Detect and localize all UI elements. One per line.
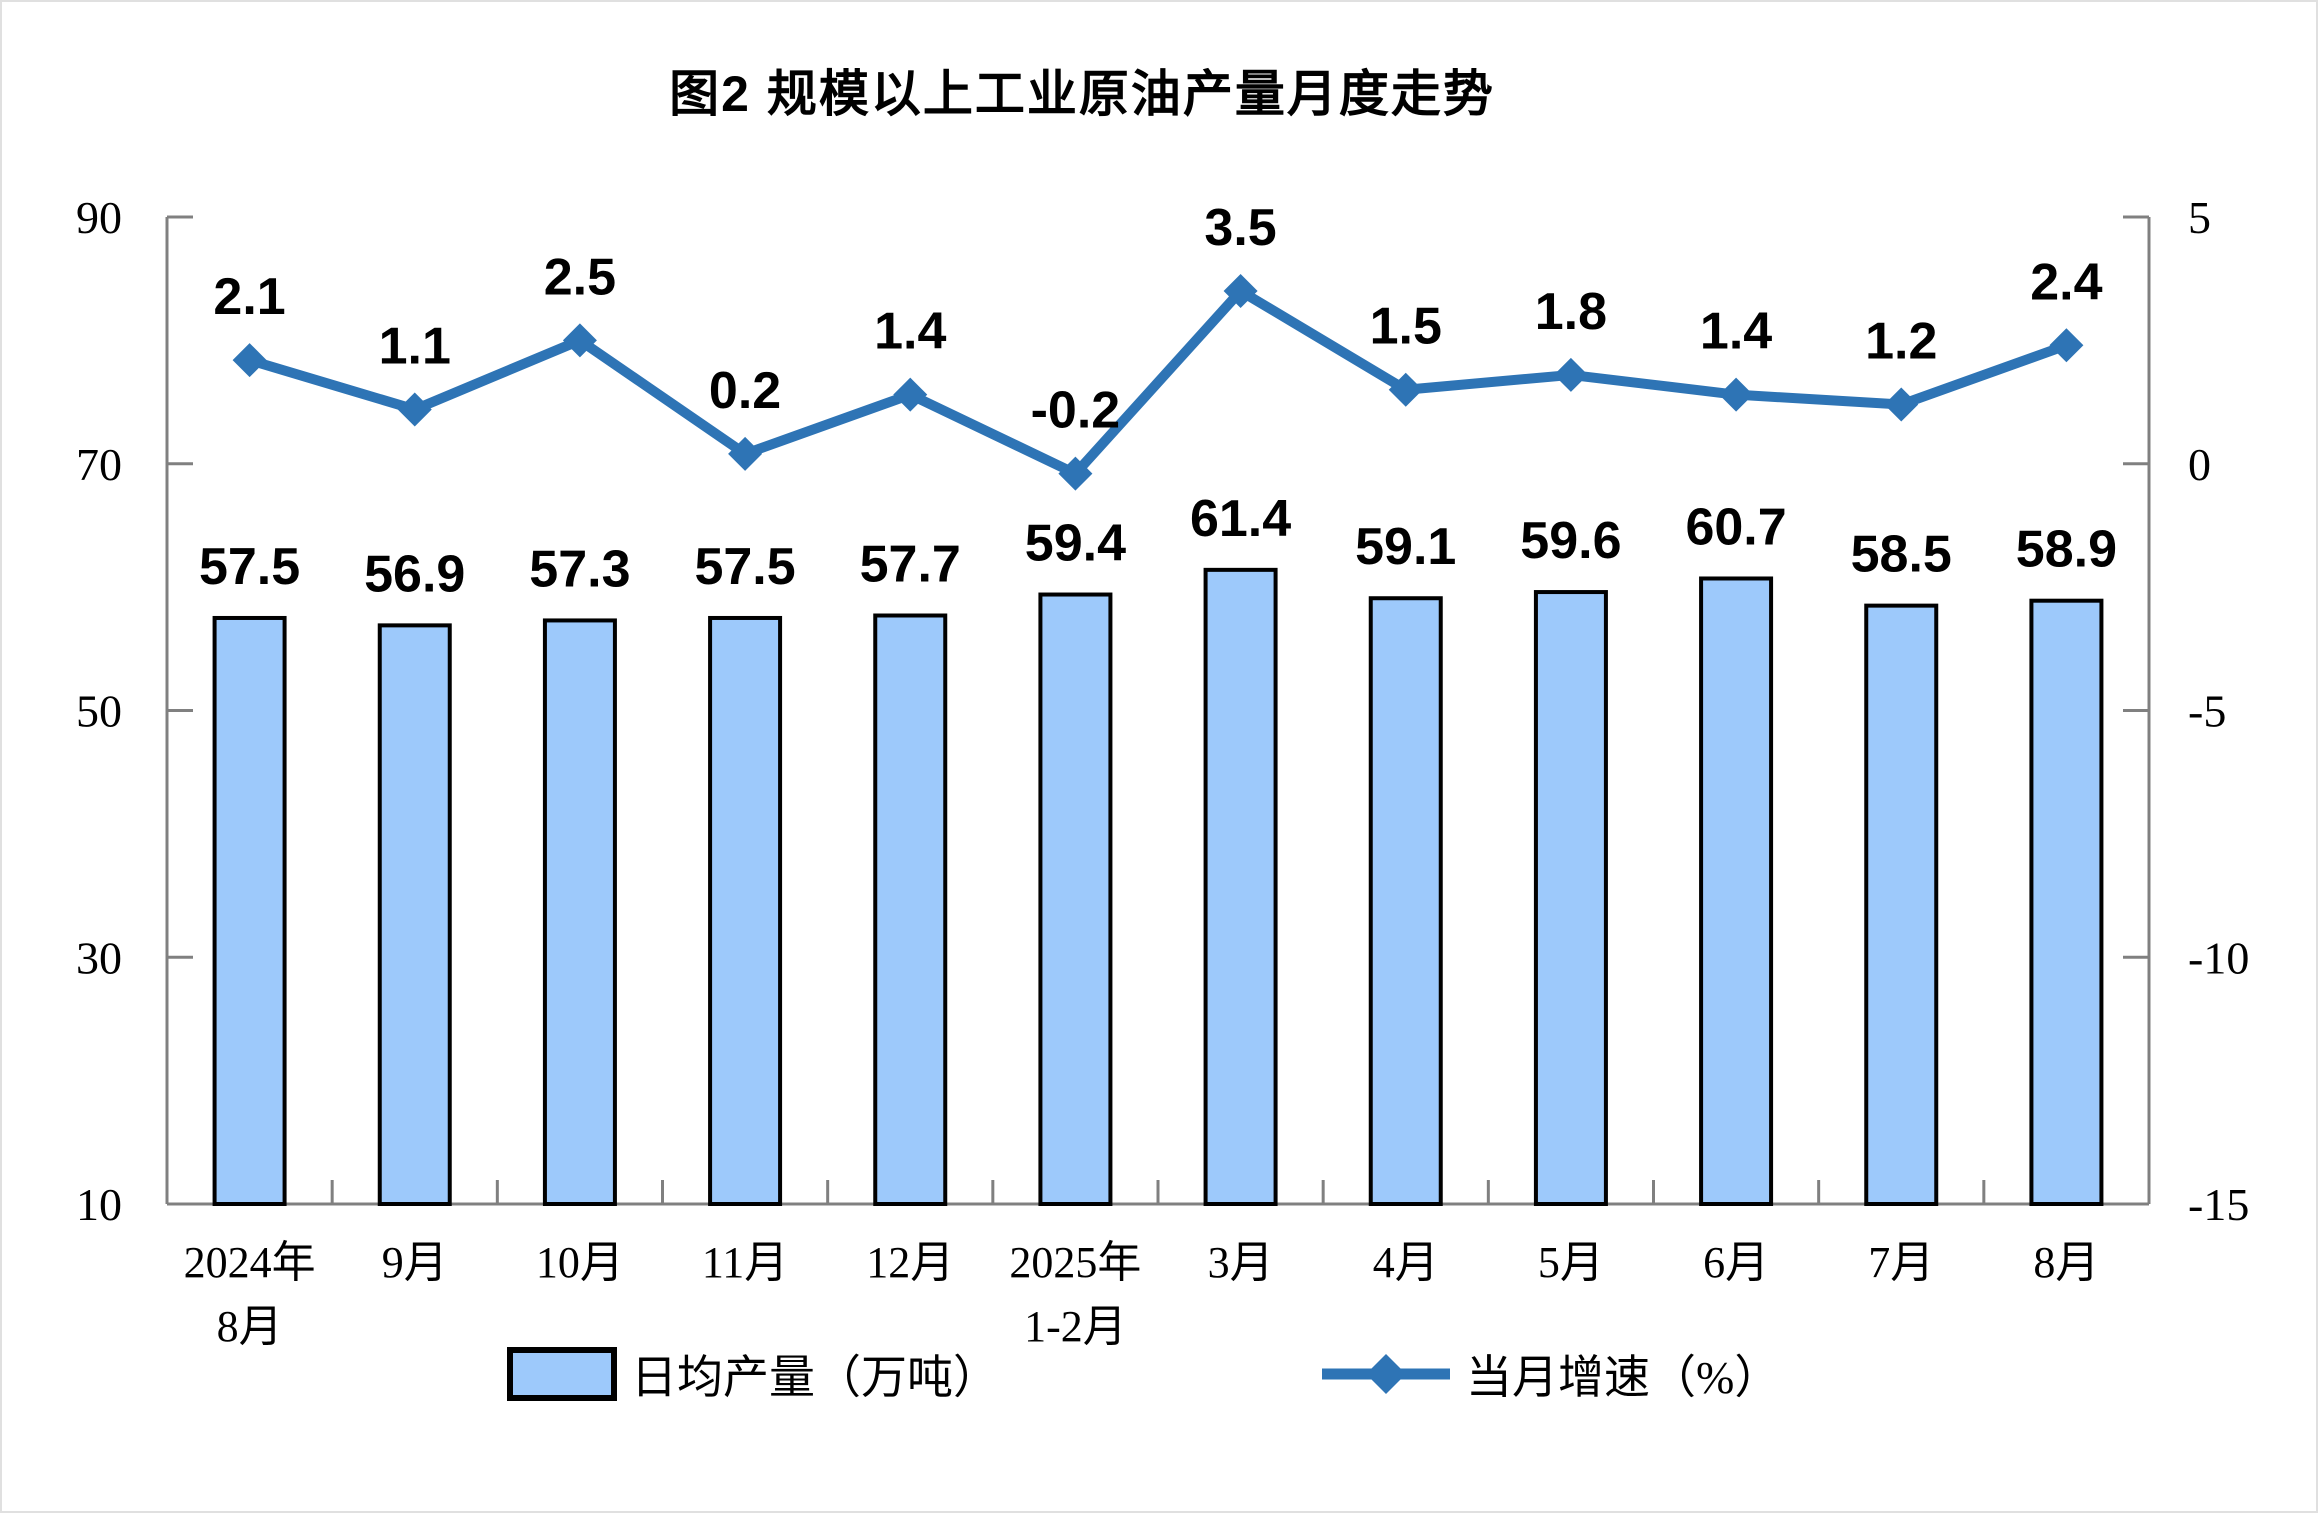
left-axis-tick-label: 90 xyxy=(76,192,122,243)
bar-value-label: 56.9 xyxy=(364,545,465,603)
bar-value-label: 59.4 xyxy=(1025,515,1126,573)
x-axis-label: 4月 xyxy=(1373,1238,1439,1287)
bar xyxy=(1864,603,1939,1206)
line-value-label: 1.8 xyxy=(1535,283,1607,341)
line-point-marker xyxy=(1553,357,1588,392)
bar-value-label: 57.7 xyxy=(860,536,961,594)
growth-line xyxy=(244,286,2072,479)
x-axis-label: 10月 xyxy=(536,1238,624,1287)
line-value-label: 1.5 xyxy=(1370,298,1442,356)
bar xyxy=(873,613,948,1206)
line-point-marker xyxy=(562,323,597,358)
right-axis-tick-label: 5 xyxy=(2188,192,2211,243)
bar xyxy=(2029,598,2104,1206)
x-axis-label: 8月 xyxy=(2033,1238,2099,1287)
legend-bar-label: 日均产量（万吨） xyxy=(631,1352,999,1403)
x-axis-label: 1-2月 xyxy=(1024,1302,1127,1351)
line-point-marker xyxy=(1388,372,1423,407)
legend-bar-item: 日均产量（万吨） xyxy=(507,1344,999,1404)
line-value-label: 1.1 xyxy=(379,317,451,375)
bar-value-label: 59.6 xyxy=(1520,512,1621,570)
x-axis-label: 6月 xyxy=(1703,1238,1769,1287)
line-point-marker xyxy=(893,377,928,412)
legend-line-swatch-icon xyxy=(1322,1354,1450,1394)
line-point-marker xyxy=(2049,328,2084,363)
x-axis-label: 5月 xyxy=(1538,1238,1604,1287)
bar-value-label: 60.7 xyxy=(1685,498,1786,556)
x-axis-label: 3月 xyxy=(1208,1238,1274,1287)
line-point-marker xyxy=(728,436,763,471)
line-point-marker xyxy=(1223,274,1258,309)
left-axis-tick-label: 30 xyxy=(76,932,122,983)
bar-value-label: 57.5 xyxy=(199,538,300,596)
line-point-marker xyxy=(1719,377,1754,412)
right-axis-tick-label: -10 xyxy=(2188,932,2249,983)
left-axis-tick-label: 10 xyxy=(76,1179,122,1230)
bar xyxy=(542,618,617,1206)
x-axis-label: 2025年 xyxy=(1009,1238,1141,1287)
x-axis-label: 9月 xyxy=(382,1238,448,1287)
line-point-marker xyxy=(397,392,432,427)
line-point-marker xyxy=(232,343,267,378)
bar xyxy=(1368,596,1443,1206)
line-value-label: 0.2 xyxy=(709,362,781,420)
right-axis-tick-label: -5 xyxy=(2188,686,2226,737)
bar-value-label: 59.1 xyxy=(1355,518,1456,576)
legend-bar-swatch-icon xyxy=(507,1347,617,1401)
bar-value-label: 57.5 xyxy=(694,538,795,596)
line-point-marker xyxy=(1884,387,1919,422)
x-axis-label: 7月 xyxy=(1868,1238,1934,1287)
legend-line-item: 当月增速（%） xyxy=(1320,1344,1780,1404)
line-value-label: 2.4 xyxy=(2030,253,2102,311)
bar-value-label: 61.4 xyxy=(1190,490,1291,548)
line-value-label: 1.4 xyxy=(874,303,946,361)
line-value-label: 2.5 xyxy=(544,248,616,306)
line-value-label: 1.2 xyxy=(1865,313,1937,371)
bar-value-label: 58.5 xyxy=(1851,526,1952,584)
bar xyxy=(212,615,287,1206)
bar xyxy=(1203,567,1278,1206)
right-axis-tick-label: 0 xyxy=(2188,439,2211,490)
left-axis-tick-label: 70 xyxy=(76,439,122,490)
x-axis-label: 8月 xyxy=(217,1302,283,1351)
bar-value-label: 58.9 xyxy=(2016,521,2117,579)
bar xyxy=(1038,592,1113,1206)
left-axis-tick-label: 50 xyxy=(76,686,122,737)
line-value-label: 2.1 xyxy=(213,268,285,326)
x-axis-label: 12月 xyxy=(866,1238,954,1287)
line-value-label: -0.2 xyxy=(1031,382,1121,440)
bar xyxy=(708,615,783,1206)
x-axis-label: 11月 xyxy=(702,1238,788,1287)
line-value-label: 3.5 xyxy=(1204,199,1276,257)
bar xyxy=(1533,590,1608,1206)
line-value-label: 1.4 xyxy=(1700,303,1772,361)
line-point-marker xyxy=(1058,456,1093,491)
x-axis-label: 2024年 xyxy=(184,1238,316,1287)
right-axis-tick-label: -15 xyxy=(2188,1179,2249,1230)
chart-title: 图2 规模以上工业原油产量月度走势 xyxy=(669,66,1495,122)
bar xyxy=(1699,576,1774,1206)
legend-line-label: 当月增速（%） xyxy=(1466,1352,1781,1403)
bar-value-label: 57.3 xyxy=(529,540,630,598)
bar xyxy=(377,623,452,1206)
